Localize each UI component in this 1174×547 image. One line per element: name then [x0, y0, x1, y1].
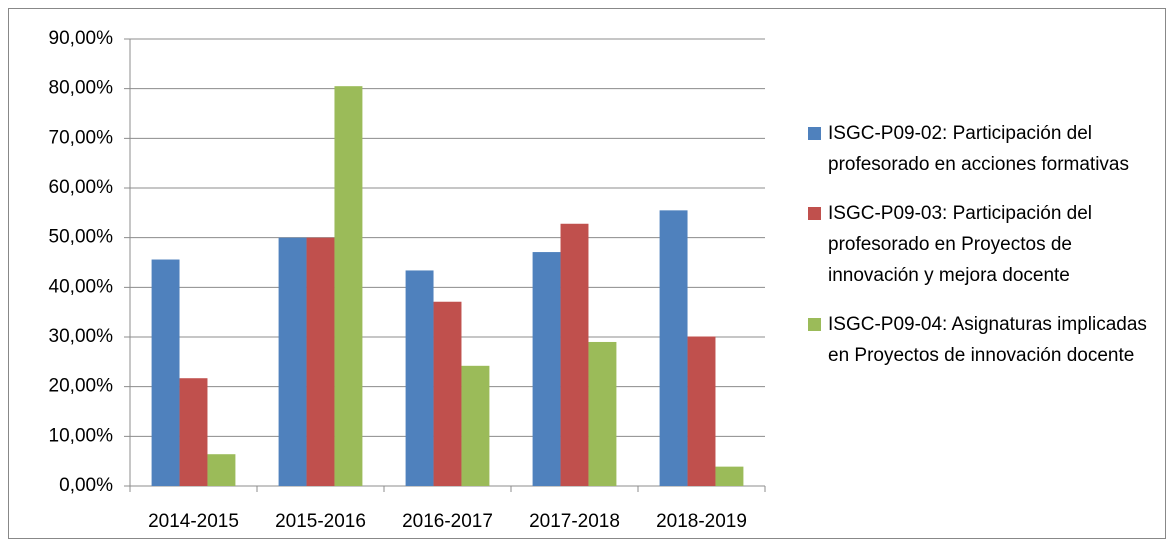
legend-label: ISGC-P09-02: Participación del profesora… — [828, 123, 1129, 175]
y-tick-label: 80,00% — [49, 78, 114, 99]
x-tick-label: 2018-2019 — [656, 511, 747, 532]
legend-entry: ISGC-P09-04: Asignaturas implicadas en P… — [808, 309, 1160, 371]
bar — [588, 341, 617, 486]
bar — [715, 466, 744, 486]
y-tick-label: 40,00% — [49, 276, 114, 297]
legend-entry: ISGC-P09-02: Participación del profesora… — [808, 118, 1160, 180]
bar — [687, 336, 716, 486]
y-tick-label: 70,00% — [49, 127, 114, 148]
legend-swatch — [808, 207, 821, 220]
legend-label: ISGC-P09-03: Participación del profesora… — [828, 203, 1093, 286]
x-tick-label: 2016-2017 — [402, 511, 493, 532]
y-tick-label: 0,00% — [59, 475, 113, 496]
y-tick-label: 30,00% — [49, 326, 114, 347]
bar — [151, 259, 180, 486]
y-tick-label: 10,00% — [49, 425, 114, 446]
bar — [278, 237, 307, 486]
legend: ISGC-P09-02: Participación del profesora… — [808, 118, 1160, 389]
bar — [433, 301, 462, 486]
legend-swatch — [808, 127, 821, 140]
bar — [207, 454, 236, 486]
y-tick-label: 60,00% — [49, 177, 114, 198]
legend-entry: ISGC-P09-03: Participación del profesora… — [808, 198, 1160, 291]
y-tick-label: 50,00% — [49, 227, 114, 248]
legend-label: ISGC-P09-04: Asignaturas implicadas en P… — [828, 314, 1147, 366]
y-tick-label: 20,00% — [49, 376, 114, 397]
bar — [179, 378, 208, 486]
bar — [659, 210, 688, 486]
bar — [334, 86, 363, 486]
bar — [532, 252, 561, 486]
legend-swatch — [808, 318, 821, 331]
x-tick-label: 2015-2016 — [275, 511, 366, 532]
x-tick-label: 2014-2015 — [148, 511, 239, 532]
bar — [461, 365, 490, 486]
bar — [560, 223, 589, 486]
x-tick-label: 2017-2018 — [529, 511, 620, 532]
bar — [306, 237, 335, 486]
bar — [405, 270, 434, 486]
y-tick-label: 90,00% — [49, 28, 114, 49]
